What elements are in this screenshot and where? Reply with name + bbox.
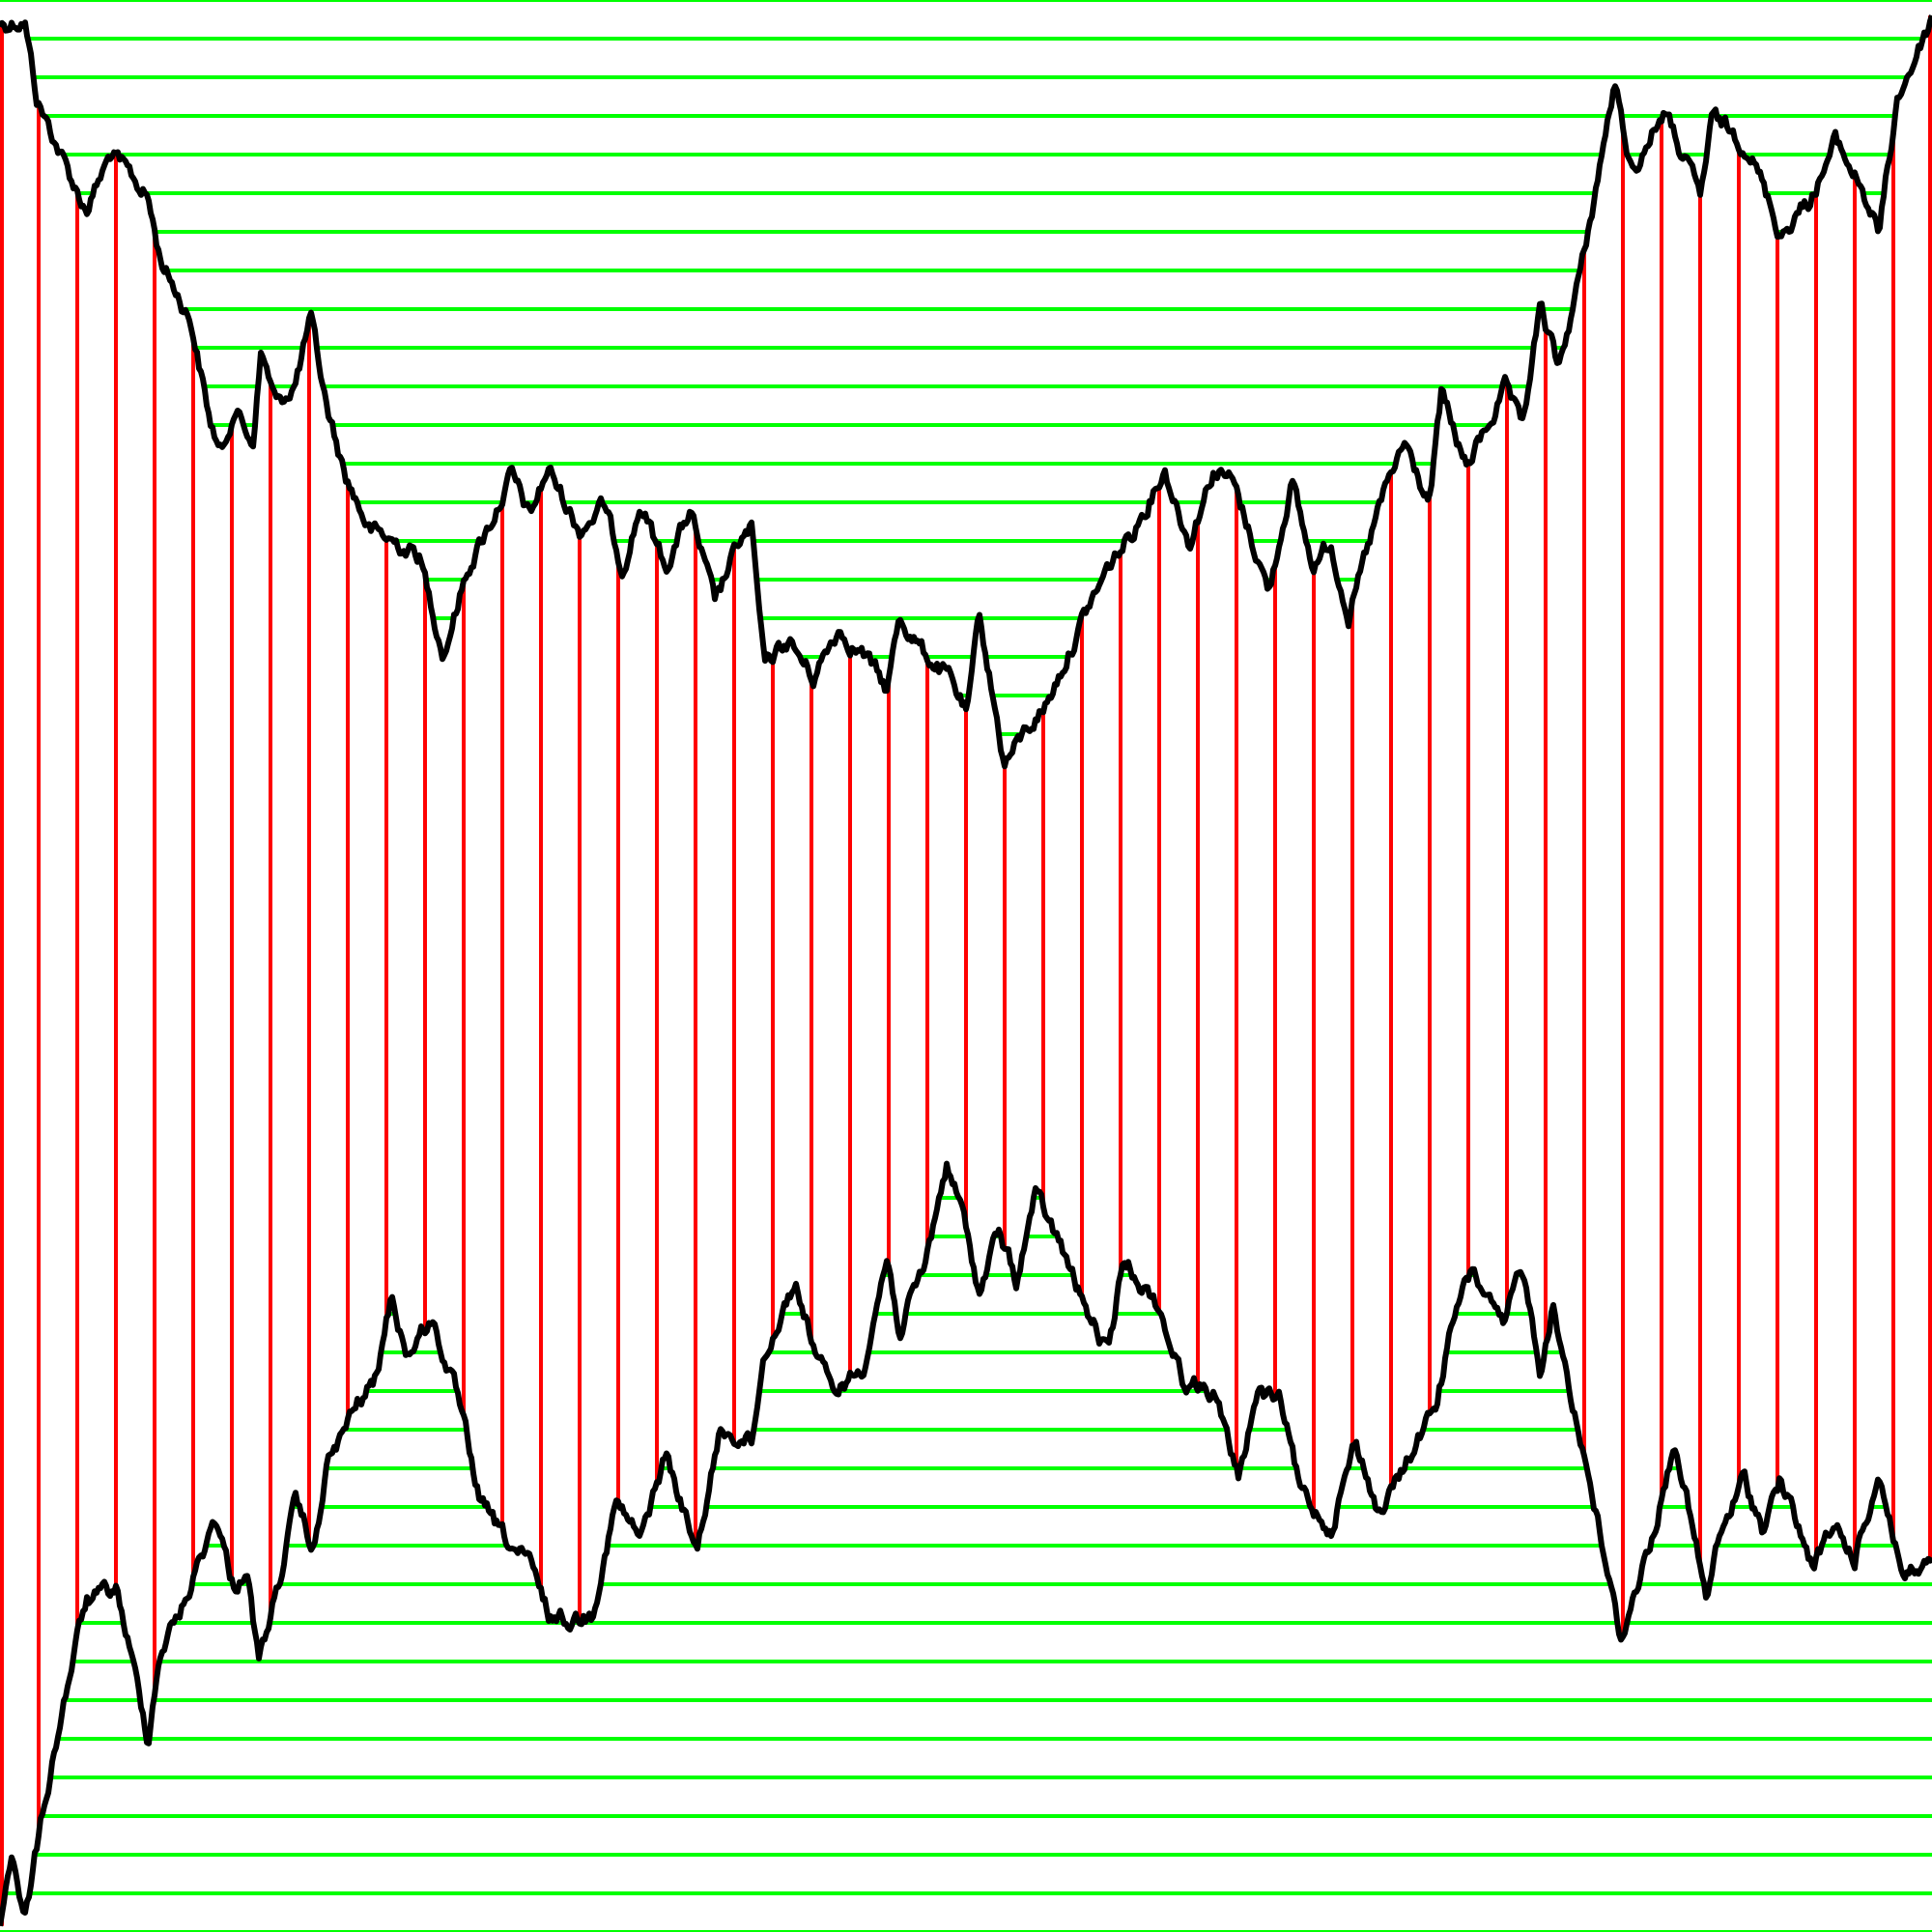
vertical-connector-lines — [0, 15, 1932, 1926]
lower-curve — [0, 1160, 1932, 1927]
upper-curve — [0, 14, 1932, 770]
